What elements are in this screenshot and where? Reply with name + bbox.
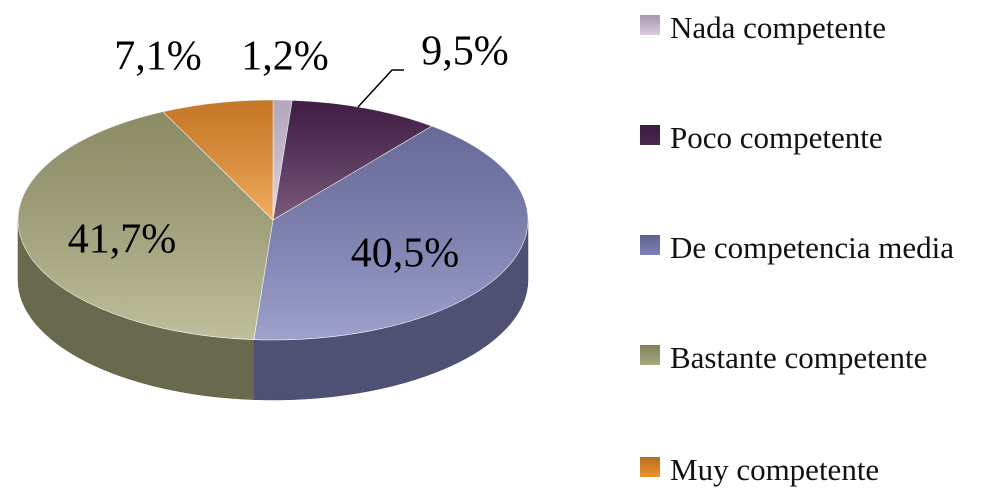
legend-label: De competencia media [670,230,955,265]
leader-line [357,69,404,108]
data-label: 7,1% [114,34,202,80]
legend-entry: De competencia media [640,226,1008,270]
data-label: 40,5% [351,231,460,277]
legend-swatch [640,15,660,35]
legend-entry: Bastante competente [640,336,1008,380]
data-labels: 1,2% 9,5% 40,5% 41,7% 7,1% [68,29,509,277]
chart: 1,2% 9,5% 40,5% 41,7% 7,1% [17,29,529,401]
legend-entry: Muy competente [640,448,1008,492]
data-label: 1,2% [241,34,329,80]
legend-swatch [640,457,660,477]
data-label: 41,7% [68,217,177,263]
legend-swatch [640,235,660,255]
legend-label: Poco competente [670,120,883,155]
legend-swatch [640,345,660,365]
legend-label: Bastante competente [670,340,928,375]
legend: Nada competente Poco competente De compete… [640,0,1008,493]
legend-entry: Nada competente [640,6,1008,50]
legend-swatch [640,125,660,145]
legend-label: Muy competente [670,452,880,487]
data-label: 9,5% [421,29,509,75]
legend-label: Nada competente [670,10,887,45]
legend-entry: Poco competente [640,116,1008,160]
